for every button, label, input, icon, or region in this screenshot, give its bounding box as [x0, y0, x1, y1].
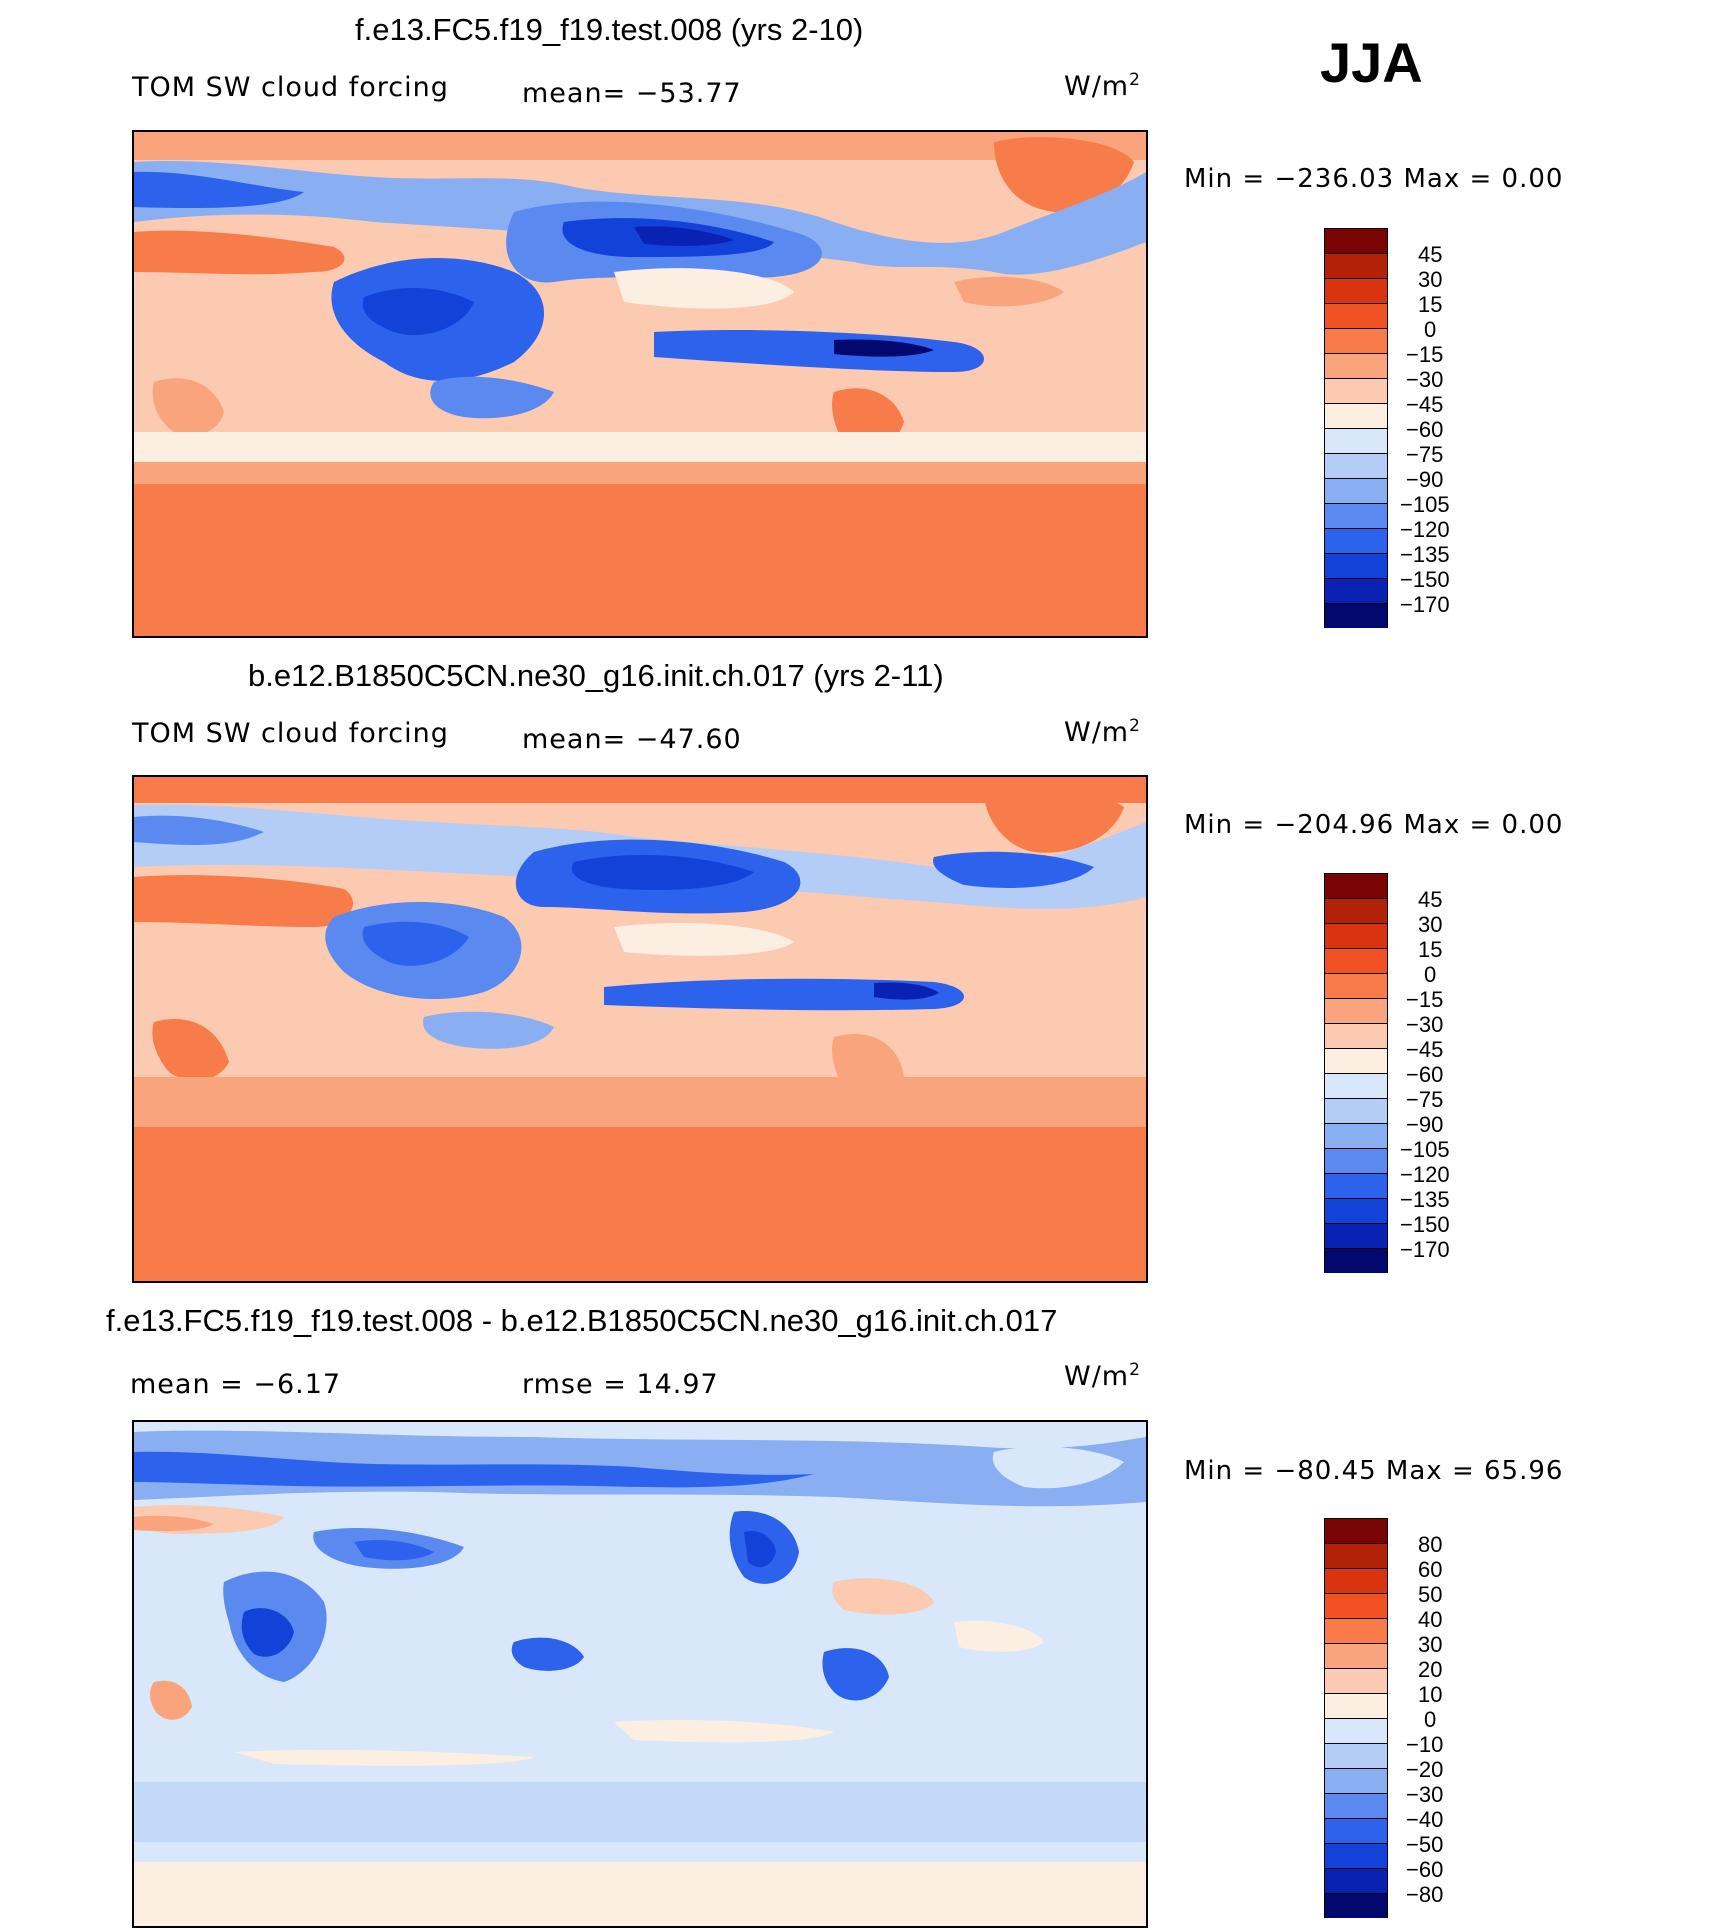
- panel-2-minmax: Min = −204.96 Max = 0.00: [1184, 810, 1564, 840]
- panel-1-minmax: Min = −236.03 Max = 0.00: [1184, 164, 1564, 194]
- panel-2-tick: −60: [1406, 1062, 1444, 1087]
- panel-3-tick: −20: [1406, 1757, 1444, 1782]
- panel-2-tick: 45: [1418, 887, 1443, 912]
- panel-1-tick: −105: [1400, 492, 1450, 517]
- panel-3-tick: −30: [1406, 1782, 1444, 1807]
- panel-1-contour-field: [134, 132, 1146, 636]
- panel-3-title: f.e13.FC5.f19_f19.test.008 - b.e12.B1850…: [106, 1303, 1058, 1338]
- panel-2-colorbar: [1324, 873, 1388, 1273]
- panel-2-tick: −135: [1400, 1187, 1450, 1212]
- panel-2-tick: −15: [1406, 987, 1444, 1012]
- panel-1-tick: −150: [1400, 567, 1450, 592]
- panel-2-tick: −170: [1400, 1237, 1450, 1262]
- panel-1-tick: −15: [1406, 342, 1444, 367]
- panel-1-tick: −45: [1406, 392, 1444, 417]
- panel-2-tick: 15: [1418, 937, 1443, 962]
- panel-2-tick: −120: [1400, 1162, 1450, 1187]
- panel-3-tick: −10: [1406, 1732, 1444, 1757]
- panel-3-minmax: Min = −80.45 Max = 65.96: [1184, 1456, 1564, 1486]
- panel-3-tick: −80: [1406, 1882, 1444, 1907]
- panel-3-tick: −50: [1406, 1832, 1444, 1857]
- panel-2-tick: −45: [1406, 1037, 1444, 1062]
- panel-2-title: b.e12.B1850C5CN.ne30_g16.init.ch.017 (yr…: [248, 658, 944, 693]
- panel-3-contour-field: [134, 1422, 1146, 1926]
- panel-3-tick: 10: [1418, 1682, 1443, 1707]
- panel-3-tick: 20: [1418, 1657, 1443, 1682]
- panel-2-tick: −75: [1406, 1087, 1444, 1112]
- panel-2-tick: 0: [1424, 962, 1437, 987]
- panel-1-tick: −75: [1406, 442, 1444, 467]
- panel-1-map: [132, 130, 1148, 638]
- panel-1-tick: 0: [1424, 317, 1437, 342]
- panel-1-tick: −135: [1400, 542, 1450, 567]
- panel-3-tick: −40: [1406, 1807, 1444, 1832]
- panel-1-tick: −60: [1406, 417, 1444, 442]
- panel-3-mean-label: mean = −6.17: [130, 1369, 342, 1400]
- panel-1-variable-label: TOM SW cloud forcing: [132, 72, 449, 103]
- panel-3-rmse-label: rmse = 14.97: [522, 1369, 719, 1400]
- panel-3-colorbar: [1324, 1518, 1388, 1918]
- panel-1-title: f.e13.FC5.f19_f19.test.008 (yrs 2-10): [355, 12, 864, 47]
- panel-1-tick: −90: [1406, 467, 1444, 492]
- panel-3-tick: 60: [1418, 1557, 1443, 1582]
- panel-1-tick: 15: [1418, 292, 1443, 317]
- panel-3-tick: −60: [1406, 1857, 1444, 1882]
- panel-3-map: [132, 1420, 1148, 1928]
- panel-2-contour-field: [134, 777, 1146, 1281]
- panel-3-tick: 30: [1418, 1632, 1443, 1657]
- panel-1-units-label: W/m2: [1064, 70, 1141, 102]
- panel-3-tick: 40: [1418, 1607, 1443, 1632]
- panel-3-units-label: W/m2: [1064, 1360, 1141, 1392]
- panel-3-tick: 80: [1418, 1532, 1443, 1557]
- panel-1-tick: −30: [1406, 367, 1444, 392]
- panel-1-colorbar: [1324, 228, 1388, 628]
- panel-1-tick: 45: [1418, 242, 1443, 267]
- season-label: JJA: [1320, 31, 1423, 94]
- panel-2-units-label: W/m2: [1064, 716, 1141, 748]
- panel-2-variable-label: TOM SW cloud forcing: [132, 718, 449, 749]
- panel-2-tick: 30: [1418, 912, 1443, 937]
- panel-1-tick: −170: [1400, 592, 1450, 617]
- panel-2-map: [132, 775, 1148, 1283]
- panel-1-tick: −120: [1400, 517, 1450, 542]
- panel-1-tick: 30: [1418, 267, 1443, 292]
- panel-1-mean-label: mean= −53.77: [522, 78, 742, 109]
- panel-2-tick: −150: [1400, 1212, 1450, 1237]
- panel-3-tick: 50: [1418, 1582, 1443, 1607]
- panel-2-tick: −105: [1400, 1137, 1450, 1162]
- panel-3-tick: 0: [1424, 1707, 1437, 1732]
- panel-2-tick: −90: [1406, 1112, 1444, 1137]
- panel-2-tick: −30: [1406, 1012, 1444, 1037]
- panel-2-mean-label: mean= −47.60: [522, 724, 742, 755]
